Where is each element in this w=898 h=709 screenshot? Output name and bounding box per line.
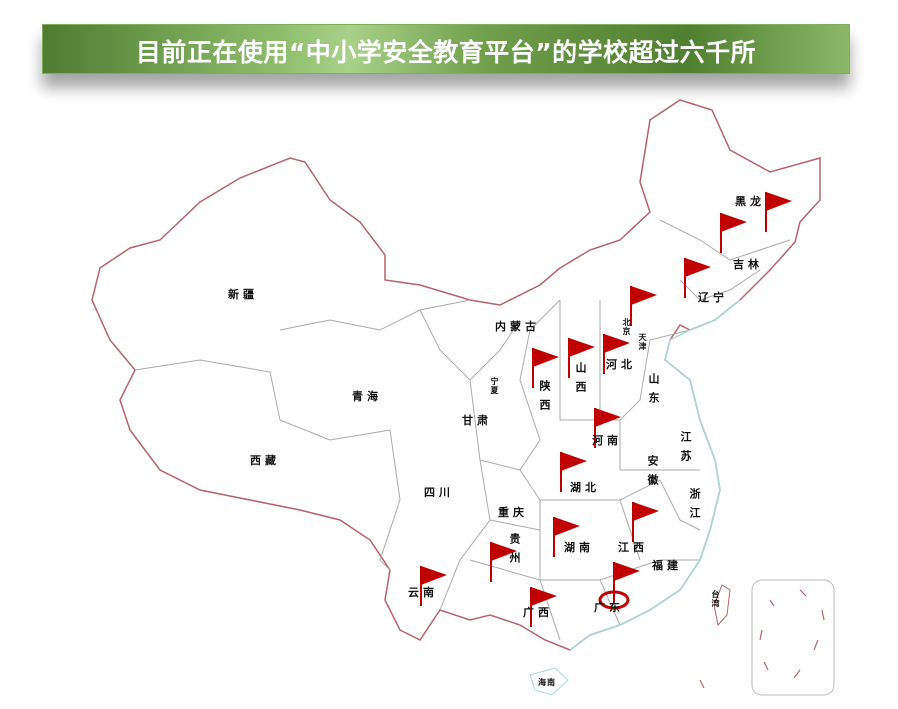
red-flag-icon [594,408,621,448]
province-label: 甘肃 [462,414,492,427]
red-flag-icon [632,502,659,542]
red-flag-icon [598,562,640,610]
province-label: 浙江 [688,488,701,526]
red-flag-icon [603,334,630,374]
province-label: 江苏 [679,431,692,469]
red-flag-icon [568,338,595,378]
province-label: 海南 [538,677,556,687]
province-label: 广东 [594,601,624,614]
red-flag-icon [420,566,447,606]
red-flag-icon [630,286,657,326]
province-label: 吉林 [733,258,763,271]
province-label: 台湾 [711,590,721,608]
province-label: 广西 [523,606,553,619]
province-label: 福建 [652,559,682,572]
coastline [569,299,741,651]
province-label: 湖北 [570,481,600,494]
taiwan-outline [713,584,731,627]
country-border [91,99,821,651]
red-flag-icon [684,258,711,298]
province-label: 四川 [424,486,454,499]
province-label: 湖南 [564,541,594,554]
red-flag-icon [765,192,792,232]
nine-dash-line [699,589,825,689]
province-label: 新疆 [228,288,258,301]
red-flag-icon [530,587,557,627]
banner-title: 目前正在使用“中小学安全教育平台”的学校超过六千所 [135,38,757,67]
province-label: 西藏 [250,454,280,467]
south-china-sea-inset [751,579,835,696]
province-label: 内蒙古 [495,320,540,333]
province-label: 陕西 [538,380,551,418]
province-label: 天津 [638,333,648,351]
province-label: 江西 [618,541,648,554]
province-label: 青海 [352,390,382,403]
province-label: 重庆 [498,506,528,519]
province-label: 宁夏 [490,377,500,395]
title-banner: 目前正在使用“中小学安全教育平台”的学校超过六千所 [42,24,850,74]
province-label: 河南 [592,434,622,447]
red-flag-icon [532,348,559,388]
province-label: 北京 [622,318,632,336]
red-flag-icon [490,542,517,582]
province-label: 山西 [574,362,587,400]
province-boundaries [134,219,791,641]
red-flag-icon [553,517,580,557]
flags-layer [420,192,792,627]
province-label: 河北 [606,358,636,371]
province-label: 贵州 [508,533,521,571]
province-label: 云南 [408,586,438,599]
red-flag-icon [560,452,587,492]
red-flag-icon [720,213,747,253]
hainan-outline [529,667,569,696]
province-label: 山东 [647,373,660,411]
province-label: 辽宁 [698,291,728,304]
province-label: 安徽 [646,455,659,493]
province-label: 黑龙 [735,195,765,208]
